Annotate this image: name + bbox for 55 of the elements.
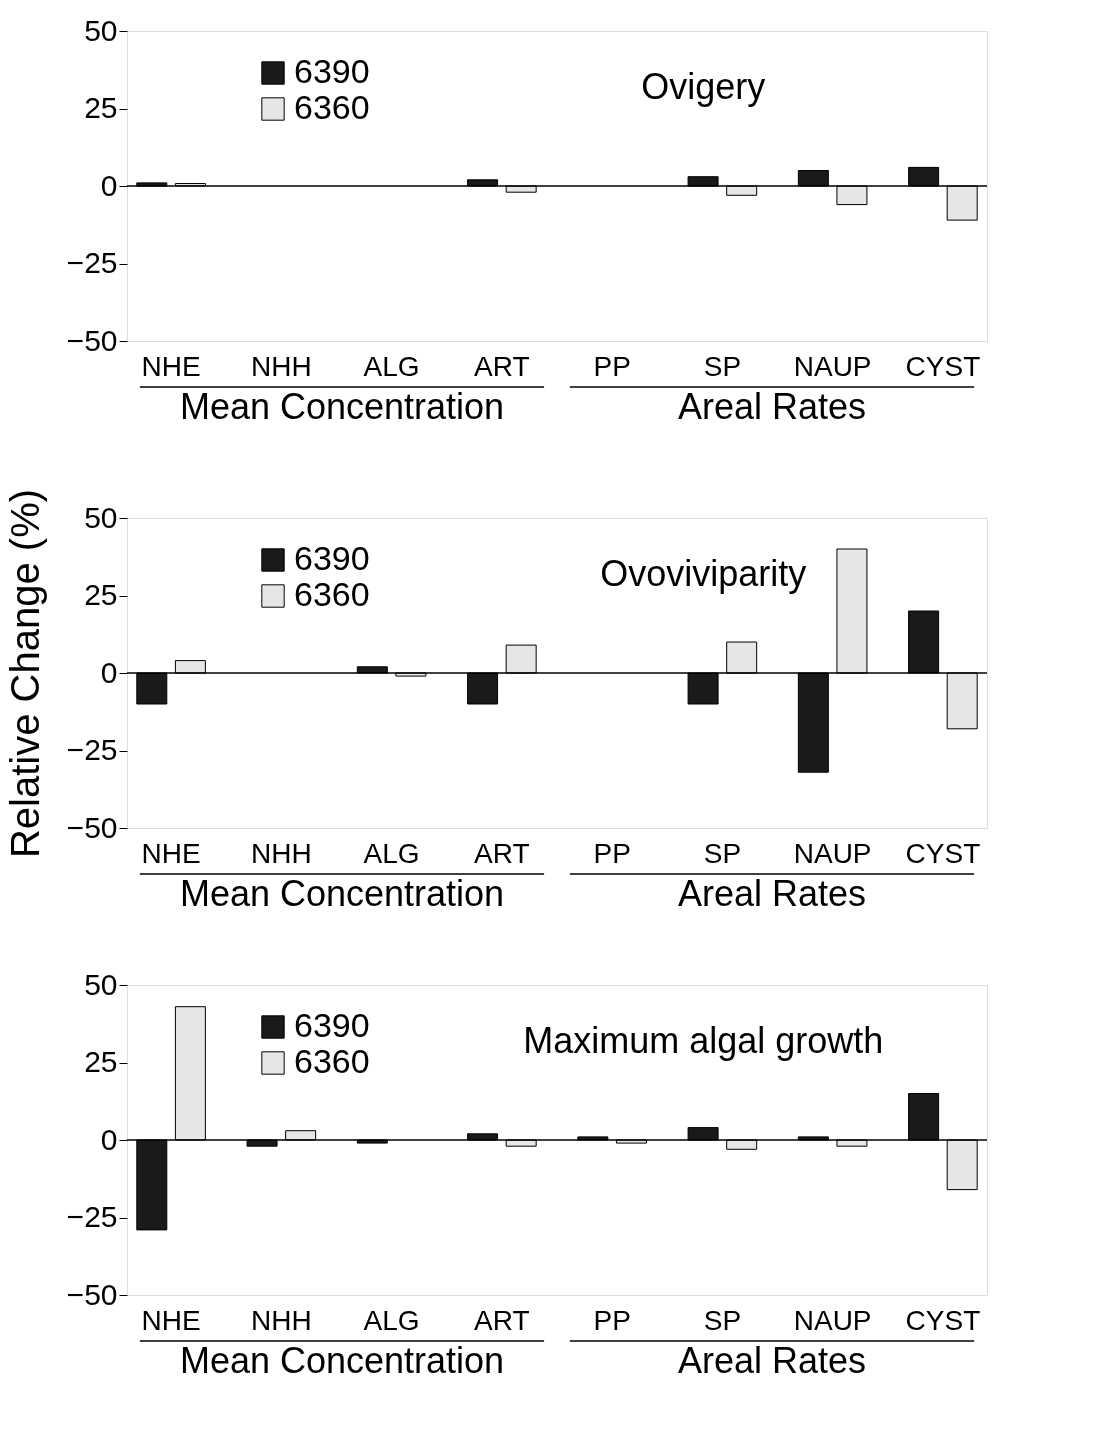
y-tick-label: −50 (66, 323, 118, 357)
y-tick-label: −25 (66, 1200, 118, 1233)
x-tick-label: NHH (251, 350, 312, 382)
y-axis-title: Relative Change (%) (2, 488, 47, 859)
text: Maximum algal growth (523, 1020, 884, 1061)
legend-label: 6360 (294, 1042, 370, 1080)
legend-label: 6390 (294, 52, 370, 90)
x-tick-label: SP (703, 350, 742, 382)
x-tick-label: CYST (905, 1304, 981, 1336)
x-tick-label: NHH (251, 1304, 312, 1336)
x-tick-label: NHE (141, 350, 201, 382)
x-tick-label: PP (593, 837, 631, 869)
x-tick-label: NHH (251, 837, 312, 869)
x-tick-label: CYST (905, 350, 981, 382)
x-tick-label: NHE (141, 837, 201, 869)
y-tick-label: 0 (100, 1122, 118, 1156)
y-tick-label: −50 (66, 1277, 118, 1311)
x-tick-label: ALG (363, 350, 420, 382)
legend-label: 6360 (294, 88, 370, 126)
y-tick-label: 0 (100, 655, 118, 689)
y-tick-label: 25 (84, 91, 118, 124)
text: Areal Rates (677, 386, 867, 427)
legend-label: 6390 (294, 1006, 370, 1044)
x-tick-label: PP (593, 350, 631, 382)
x-tick-label: ALG (363, 837, 420, 869)
x-tick-label: ART (474, 837, 530, 869)
y-tick-label: −25 (66, 733, 118, 766)
y-tick-label: 25 (84, 578, 118, 611)
y-tick-label: 50 (84, 967, 118, 1001)
x-tick-label: NAUP (793, 1304, 872, 1336)
text: Mean Concentration (179, 873, 505, 914)
x-tick-label: ALG (363, 1304, 420, 1336)
legend-label: 6390 (294, 539, 370, 577)
x-tick-label: SP (703, 1304, 742, 1336)
y-tick-label: 50 (84, 500, 118, 534)
x-tick-label: CYST (905, 837, 981, 869)
x-tick-label: NAUP (793, 837, 872, 869)
text: Ovoviviparity (600, 553, 807, 594)
x-tick-label: ART (474, 350, 530, 382)
text: Areal Rates (677, 873, 867, 914)
x-tick-label: NHE (141, 1304, 201, 1336)
text: Mean Concentration (179, 386, 505, 427)
text: Mean Concentration (179, 1340, 505, 1381)
y-tick-label: 50 (84, 13, 118, 47)
legend-label: 6360 (294, 575, 370, 613)
x-tick-label: NAUP (793, 350, 872, 382)
x-tick-label: ART (474, 1304, 530, 1336)
y-tick-label: −25 (66, 246, 118, 279)
text: Areal Rates (677, 1340, 867, 1381)
y-tick-label: −50 (66, 810, 118, 844)
x-tick-label: SP (703, 837, 742, 869)
x-tick-label: PP (593, 1304, 631, 1336)
text: Ovigery (641, 66, 766, 107)
y-tick-label: 25 (84, 1045, 118, 1078)
y-tick-label: 0 (100, 168, 118, 202)
